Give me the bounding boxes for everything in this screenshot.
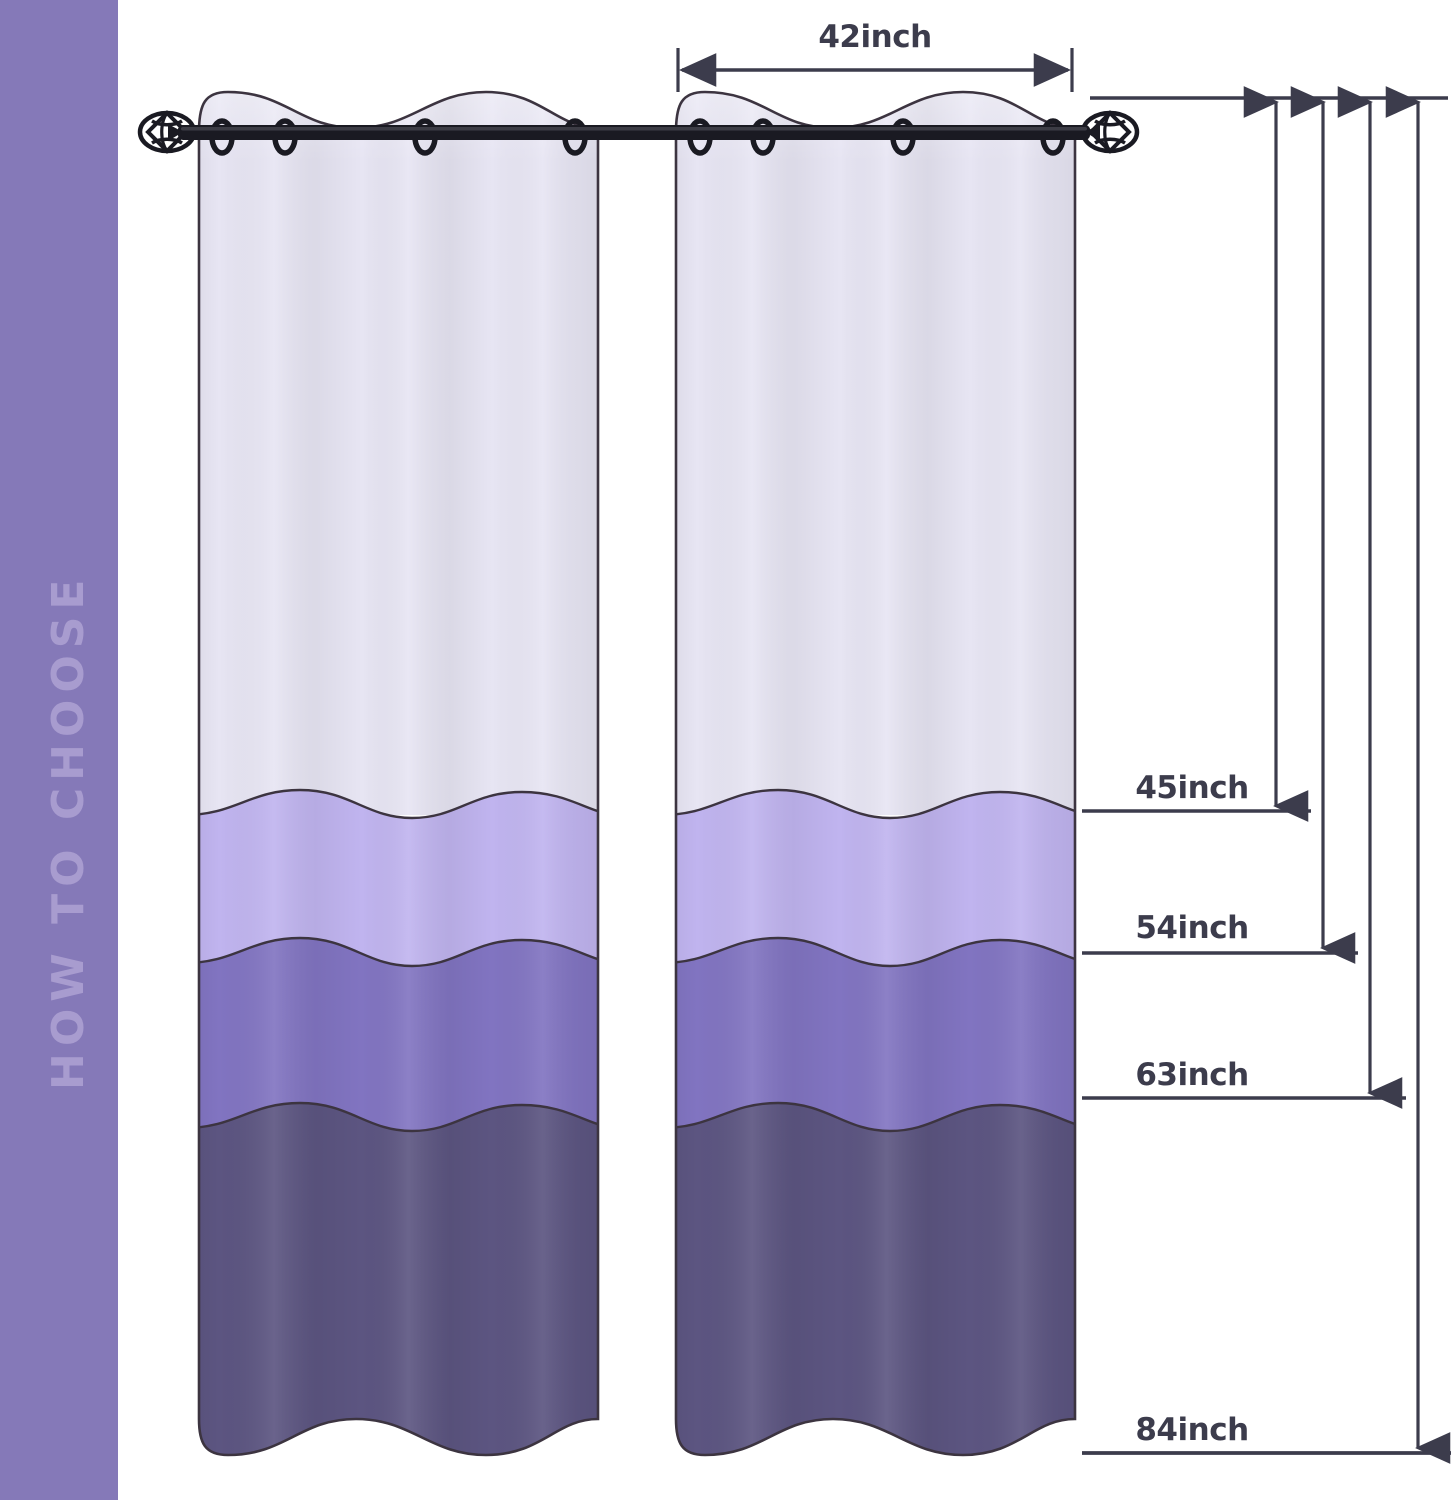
band-seams-right [676, 788, 1075, 1133]
sidebar-background [0, 0, 118, 1500]
finial-right [1080, 110, 1140, 154]
sidebar: HOW TO CHOOSE [0, 0, 118, 1500]
width-label-42inch: 42inch [818, 19, 931, 55]
panel-outline-right [674, 90, 1077, 1457]
curtain-rod [137, 110, 1140, 156]
band-seams-left [199, 788, 598, 1133]
height-dimension-84inch: 84inch [1082, 86, 1451, 1464]
fold-shading-left [199, 92, 598, 1455]
height-dimension-63inch: 63inch [1082, 86, 1406, 1109]
width-dimension-42inch: 42inch [676, 19, 1074, 92]
height-label-45inch: 45inch [1135, 770, 1248, 806]
height-label-84inch: 84inch [1135, 1412, 1248, 1448]
height-dimension-45inch: 45inch [1082, 86, 1311, 822]
height-label-63inch: 63inch [1135, 1057, 1248, 1093]
fold-shading-right [676, 92, 1075, 1455]
height-label-54inch: 54inch [1135, 910, 1248, 946]
height-dimensions: 45inch 54inch 63inch 84inch [1082, 86, 1451, 1464]
curtain-panel-right [674, 90, 1077, 1457]
panel-outline-left [197, 90, 600, 1457]
height-dimension-54inch: 54inch [1082, 86, 1358, 964]
sidebar-title: HOW TO CHOOSE [43, 573, 94, 1091]
rod-over-grommets [178, 125, 1090, 139]
curtain-panel-left [197, 90, 600, 1457]
